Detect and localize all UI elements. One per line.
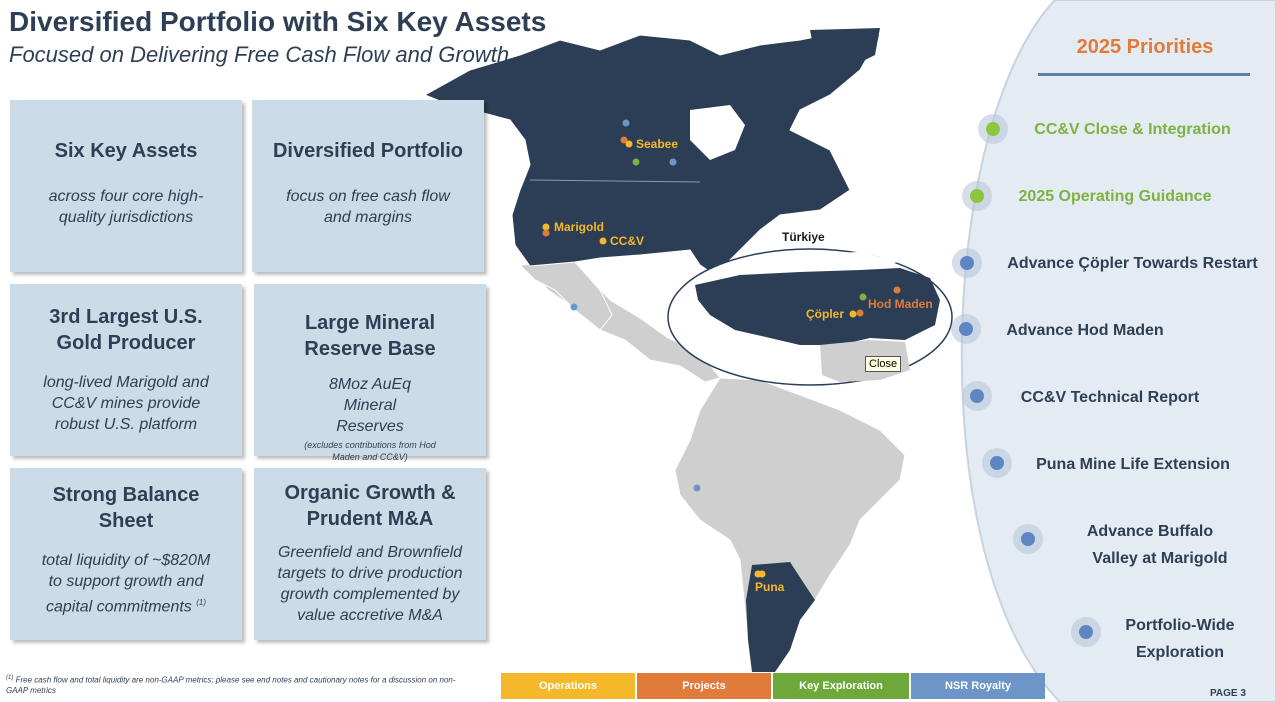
label-copler: Çöpler (806, 307, 845, 321)
label-hod-maden: Hod Maden (868, 297, 933, 311)
priority-item: CC&V Technical Report (1000, 384, 1220, 411)
pending-dot-icon (982, 448, 1012, 478)
seabee-marker-op (625, 140, 633, 148)
card-balance-sheet: Strong Balance Sheet total liquidity of … (10, 468, 242, 640)
label-turkiye: Türkiye (782, 230, 825, 244)
pending-dot-icon (962, 381, 992, 411)
card-heading: 3rd Largest U.S. Gold Producer (49, 306, 203, 354)
card-heading: Large Mineral Reserve Base (304, 312, 436, 360)
hudson-bay (690, 105, 745, 160)
argentina-highlight (746, 562, 815, 672)
seabee-marker (620, 136, 628, 144)
royalty-marker (570, 303, 578, 311)
priority-label-line2: Valley at Marigold (1092, 550, 1228, 567)
card-organic-growth: Organic Growth & Prudent M&A Greenfield … (254, 468, 486, 640)
card-body: across four core high-quality jurisdicti… (48, 188, 204, 226)
priority-item: Advance Hod Maden (985, 317, 1185, 344)
turkiye-landmass (695, 268, 940, 345)
copler-marker (849, 310, 857, 318)
legend-nsr-royalty: NSR Royalty (911, 673, 1045, 699)
pending-dot-icon (1071, 617, 1101, 647)
copler-project-marker (856, 309, 864, 317)
card-heading: Strong Balance Sheet (52, 484, 200, 532)
priority-label: Puna Mine Life Extension (1036, 456, 1230, 473)
page-title: Diversified Portfolio with Six Key Asset… (9, 6, 547, 37)
legend-projects: Projects (637, 673, 771, 699)
priority-item: Advance Buffalo Valley at Marigold (1050, 518, 1250, 572)
north-america-landmass (423, 29, 881, 276)
marigold-marker (542, 223, 550, 231)
card-heading: Organic Growth & Prudent M&A (284, 482, 456, 530)
priority-item: Portfolio-Wide Exploration (1105, 612, 1255, 666)
legend-operations: Operations (501, 673, 635, 699)
card-body: total liquidity of ~$820M to support gro… (10, 550, 242, 617)
priorities-panel (960, 0, 1276, 702)
card-diversified-portfolio: Diversified Portfolio focus on free cash… (252, 100, 484, 272)
page-subtitle: Focused on Delivering Free Cash Flow and… (9, 42, 510, 67)
ccv-marker (599, 237, 607, 245)
card-mineral-reserve: Large Mineral Reserve Base 8Moz AuEq Min… (254, 284, 486, 462)
card-body: long-lived Marigold and CC&V mines provi… (43, 374, 209, 433)
page-number: PAGE 3 (1210, 688, 1246, 699)
card-body: 8Moz AuEq Mineral Reserves (328, 376, 412, 435)
priority-label: 2025 Operating Guidance (1018, 188, 1212, 205)
card-six-key-assets: Six Key Assets across four core high-qua… (10, 100, 242, 272)
pending-dot-icon (952, 248, 982, 278)
priority-label: CC&V Close & Integration (1034, 121, 1231, 138)
royalty-marker (693, 484, 701, 492)
priorities-title: 2025 Priorities (1076, 36, 1214, 58)
card-heading: Diversified Portfolio (272, 140, 464, 162)
priority-item: Puna Mine Life Extension (1015, 451, 1251, 478)
priority-label: Advance Hod Maden (1006, 322, 1164, 339)
priority-label-line2: Exploration (1135, 644, 1224, 661)
priority-label: Advance Çöpler Towards Restart (1007, 255, 1258, 272)
priority-item: Advance Çöpler Towards Restart (990, 250, 1275, 277)
greenland-landmass (810, 28, 880, 70)
mexico-landmass (518, 261, 613, 331)
exploration-marker (632, 158, 640, 166)
priority-label: Advance Buffalo (1086, 523, 1214, 540)
marigold-project-marker (542, 229, 550, 237)
puna-marker-2 (758, 570, 766, 578)
card-body: Greenfield and Brownfield targets to dri… (277, 544, 463, 624)
us-canada-border (529, 179, 701, 183)
priority-item: 2025 Operating Guidance (995, 183, 1235, 210)
label-puna: Puna (755, 580, 785, 594)
card-heading: Six Key Assets (54, 140, 198, 162)
footnote-mark: (1) (6, 675, 14, 681)
pending-dot-icon (1013, 524, 1043, 554)
pending-dot-icon (951, 314, 981, 344)
black-sea (760, 252, 900, 270)
card-body-text: total liquidity of ~$820M to support gro… (41, 552, 211, 616)
close-tooltip[interactable]: Close (865, 356, 902, 372)
footnote-ref: (1) (196, 598, 207, 607)
priorities-divider (1038, 73, 1250, 76)
priority-label: Portfolio-Wide (1125, 617, 1235, 634)
card-note: (excludes contributions from Hod Maden a… (304, 440, 436, 462)
hod-maden-marker (893, 286, 901, 294)
label-ccv: CC&V (610, 234, 645, 248)
check-dot-icon (978, 114, 1008, 144)
priority-label: CC&V Technical Report (1020, 389, 1200, 406)
exploration-marker (859, 293, 867, 301)
royalty-marker (622, 119, 630, 127)
check-dot-icon (962, 181, 992, 211)
card-us-gold-producer: 3rd Largest U.S. Gold Producer long-live… (10, 284, 242, 456)
royalty-marker (669, 158, 677, 166)
priority-item: CC&V Close & Integration (1010, 116, 1255, 143)
footnote: (1) Free cash flow and total liquidity a… (6, 673, 476, 696)
card-body: focus on free cash flow and margins (286, 188, 450, 226)
label-marigold: Marigold (554, 220, 604, 234)
footnote-text: Free cash flow and total liquidity are n… (6, 675, 456, 695)
label-seabee: Seabee (636, 137, 679, 151)
legend-key-exploration: Key Exploration (773, 673, 909, 699)
